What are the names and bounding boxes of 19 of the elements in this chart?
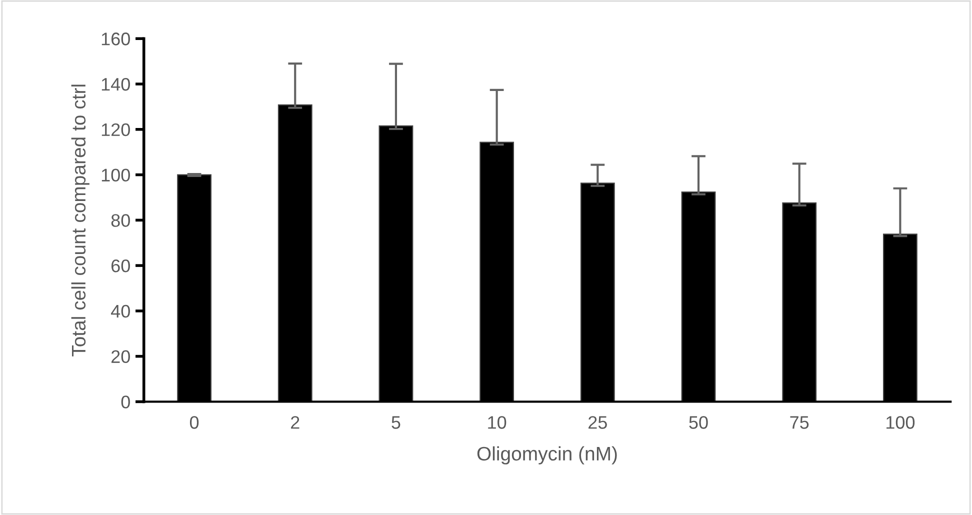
x-axis-title: Oligomycin (nM) bbox=[477, 446, 617, 464]
y-tick-label: 160 bbox=[102, 32, 130, 46]
y-tick-label: 0 bbox=[121, 396, 130, 408]
y-tick-label: 140 bbox=[102, 78, 130, 91]
y-tick-label: 20 bbox=[111, 350, 130, 364]
y-tick-label: 100 bbox=[102, 168, 130, 182]
x-tick-label: 5 bbox=[392, 416, 400, 429]
y-tick-label: 60 bbox=[111, 259, 130, 272]
y-tick-label: 80 bbox=[111, 214, 130, 227]
x-tick-label: 75 bbox=[790, 416, 809, 429]
x-tick-label: 0 bbox=[190, 416, 199, 429]
y-tick-label: 120 bbox=[102, 123, 130, 136]
x-tick-label: 25 bbox=[588, 416, 607, 429]
y-axis-title: Total cell count compared to ctrl bbox=[71, 84, 90, 356]
x-tick-label: 50 bbox=[689, 416, 708, 429]
x-tick-label: 10 bbox=[488, 416, 506, 429]
x-tick-label: 2 bbox=[291, 416, 300, 429]
y-tick-label: 40 bbox=[110, 304, 130, 318]
x-tick-label: 100 bbox=[886, 416, 915, 429]
